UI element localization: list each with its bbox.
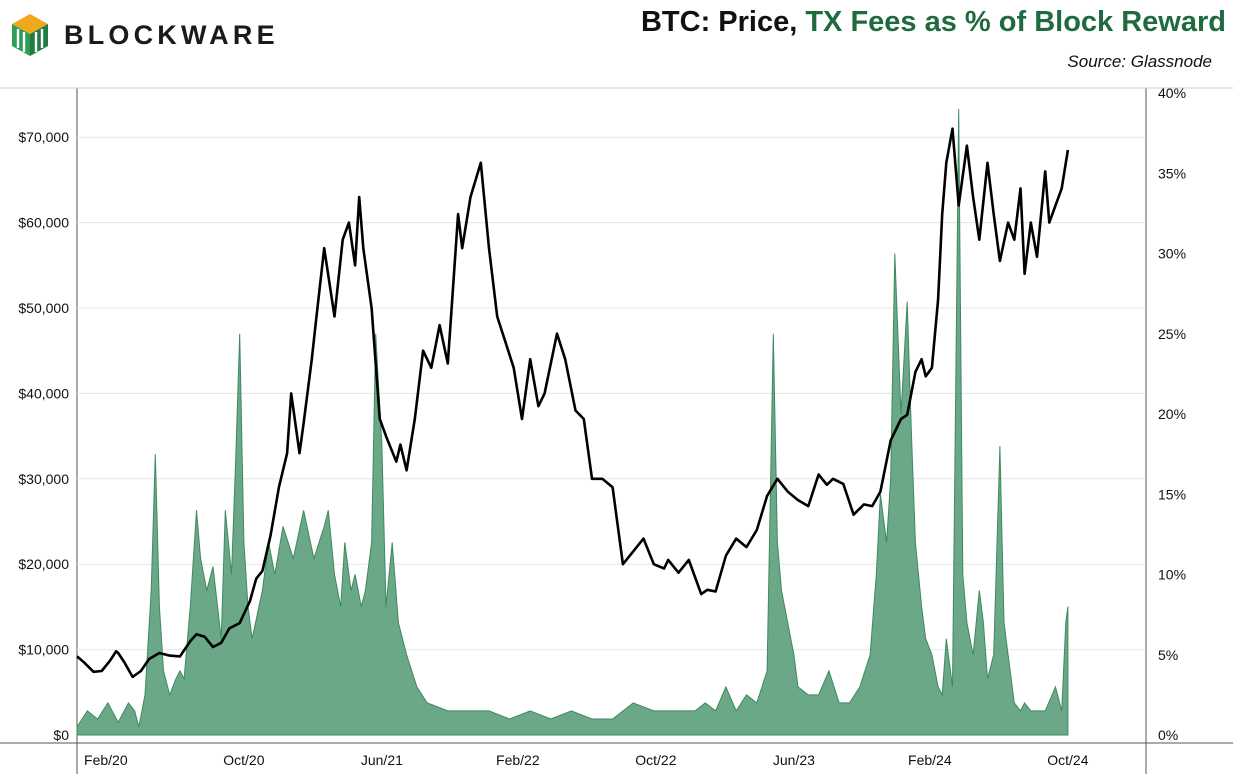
chart-title: BTC: Price, TX Fees as % of Block Reward	[641, 6, 1226, 39]
x-tick-label: Feb/22	[496, 752, 540, 768]
y-left-tick-label: $30,000	[18, 471, 69, 487]
brand-name: BLOCKWARE	[64, 19, 279, 50]
chart-title-main: BTC: Price,	[640, 6, 806, 38]
x-tick-label: Feb/24	[908, 752, 952, 768]
y-right-tick-label: 15%	[1158, 486, 1186, 502]
y-left-tick-label: $0	[53, 727, 69, 743]
y-left-tick-label: $20,000	[18, 556, 69, 572]
y-right-tick-label: 25%	[1158, 326, 1186, 342]
y-right-tick-label: 35%	[1158, 165, 1186, 181]
y-left-tick-label: $60,000	[18, 215, 69, 231]
y-right-tick-label: 40%	[1158, 85, 1186, 101]
y-right-tick-label: 5%	[1158, 647, 1178, 663]
y-right-tick-label: 30%	[1158, 246, 1186, 262]
y-left-tick-label: $40,000	[18, 385, 69, 401]
x-tick-label: Oct/22	[635, 752, 676, 768]
y-left-tick-label: $50,000	[18, 300, 69, 316]
fees-area-series	[76, 108, 1069, 736]
y-right-tick-label: 0%	[1158, 727, 1178, 743]
y-left-tick-label: $70,000	[18, 129, 69, 145]
x-tick-label: Feb/20	[84, 752, 128, 768]
x-tick-label: Jun/21	[361, 752, 403, 768]
chart-source: Source: Glassnode	[1067, 52, 1212, 71]
x-tick-label: Jun/23	[773, 752, 815, 768]
y-right-tick-label: 10%	[1158, 567, 1186, 583]
chart-title-accent: TX Fees as % of Block Reward	[805, 6, 1226, 38]
price-line-series	[76, 127, 1070, 679]
blockware-logo-icon	[12, 14, 48, 56]
x-tick-label: Oct/20	[223, 752, 264, 768]
x-tick-label: Oct/24	[1047, 752, 1088, 768]
brand-logo: BLOCKWARE	[10, 12, 279, 58]
y-left-tick-label: $10,000	[18, 642, 69, 658]
y-right-tick-label: 20%	[1158, 406, 1186, 422]
